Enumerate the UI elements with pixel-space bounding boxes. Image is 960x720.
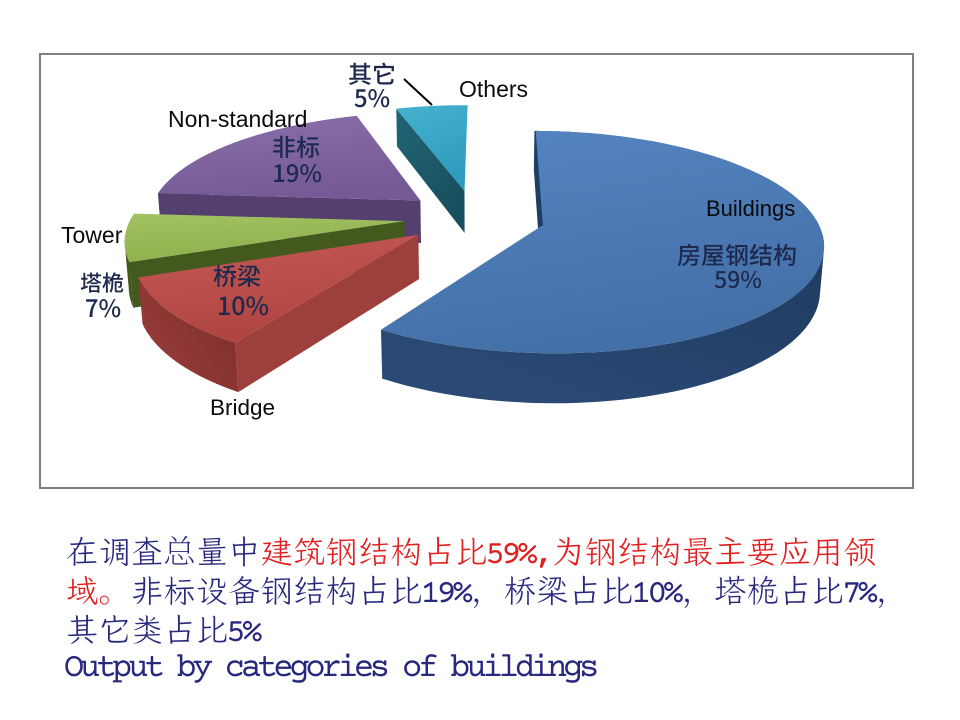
svg-text:Buildings: Buildings — [706, 196, 795, 221]
svg-text:Others: Others — [459, 76, 528, 102]
svg-text:Non-standard: Non-standard — [168, 106, 307, 132]
svg-text:Tower: Tower — [61, 222, 123, 248]
svg-text:Bridge: Bridge — [210, 395, 275, 420]
